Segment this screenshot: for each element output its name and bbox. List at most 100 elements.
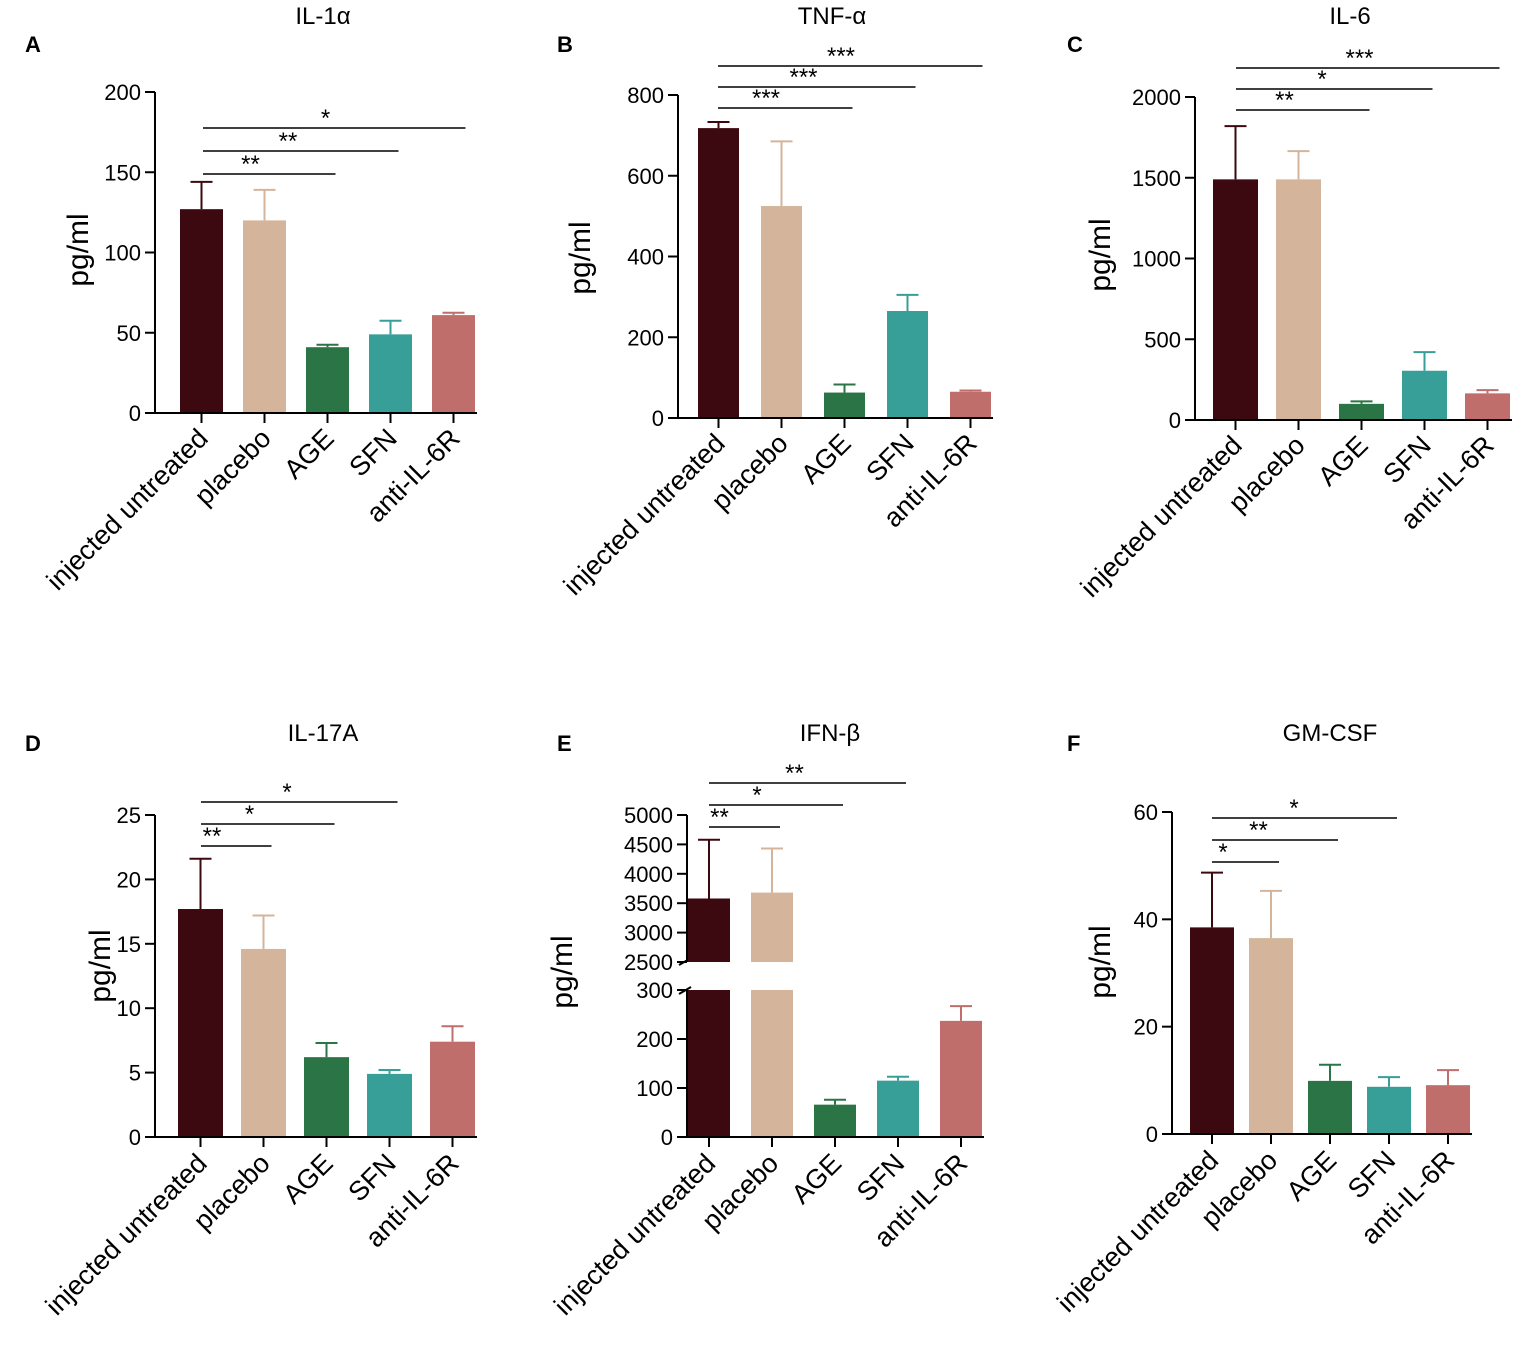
y-tick-label: 150 — [104, 160, 141, 185]
x-tick-label: injected untreated — [1051, 1145, 1224, 1318]
bar-anti-il-6r — [1465, 393, 1510, 420]
bar-injected-untreated — [698, 128, 739, 419]
chart-title: IL-17A — [288, 720, 359, 747]
significance-brackets: ****** — [1236, 45, 1500, 114]
panel-letter: E — [557, 731, 572, 756]
y-axis-label: pg/ml — [84, 929, 117, 1002]
bar-placebo — [1249, 938, 1293, 1134]
bar-placebo-lower — [751, 990, 793, 1137]
y-tick-label: 3500 — [624, 891, 673, 916]
bar-age — [1339, 403, 1384, 420]
y-tick-label: 1500 — [1132, 166, 1181, 191]
y-tick-label: 400 — [627, 245, 664, 270]
y-tick-label: 800 — [627, 83, 664, 108]
y-axis: 0 200 400 600 800 — [627, 83, 679, 431]
chart-panel-c: C IL-6 pg/ml 0 500 1000 1500 2000 injected untre… — [1067, 3, 1512, 603]
bar-age — [306, 347, 349, 413]
y-tick-label: 40 — [1134, 907, 1158, 932]
x-tick-label: AGE — [277, 1148, 339, 1210]
y-tick-label: 100 — [104, 241, 141, 266]
x-tick-label: injected untreated — [558, 428, 731, 601]
significance-label: * — [1289, 795, 1298, 822]
y-tick-label: 60 — [1134, 800, 1158, 825]
significance-label: * — [1218, 839, 1227, 866]
y-tick-label: 0 — [129, 401, 141, 426]
y-tick-label: 0 — [129, 1125, 141, 1150]
chart-title: IL-6 — [1329, 3, 1370, 30]
y-tick-label: 300 — [636, 978, 673, 1003]
y-tick-label: 15 — [117, 932, 141, 957]
bar-age — [1308, 1080, 1352, 1134]
y-tick-label: 200 — [627, 325, 664, 350]
y-tick-label: 600 — [627, 164, 664, 189]
bar-age — [824, 392, 865, 418]
chart-title: GM-CSF — [1283, 720, 1378, 747]
x-tick-label: AGE — [1312, 430, 1374, 492]
chart-title: IFN-β — [800, 720, 860, 747]
y-tick-label: 200 — [104, 80, 141, 105]
panel-letter: A — [25, 32, 41, 57]
bar-injected-untreated-upper — [688, 898, 730, 962]
x-tick-label: injected untreated — [548, 1148, 721, 1321]
y-axis: 0 20 40 60 — [1134, 800, 1173, 1147]
y-axis-label: pg/ml — [62, 213, 95, 286]
bar-age — [304, 1057, 349, 1137]
panel-letter: D — [25, 731, 41, 756]
y-tick-label: 0 — [1169, 408, 1181, 433]
x-tick-label: injected untreated — [1075, 430, 1248, 603]
bar-sfn — [887, 311, 928, 418]
chart-panel-d: D IL-17A pg/ml 0 5 10 15 20 25 injected untreated… — [25, 720, 477, 1321]
bar-age — [814, 1104, 856, 1137]
bar-anti-il-6r — [950, 391, 991, 418]
x-tick-label: AGE — [1281, 1145, 1343, 1207]
bar-placebo — [241, 948, 286, 1137]
significance-label: ** — [785, 760, 804, 787]
x-tick-label: AGE — [278, 423, 340, 485]
y-axis-label: pg/ml — [1084, 218, 1117, 291]
bar-injected-untreated-lower — [688, 990, 730, 1137]
y-tick-label: 0 — [661, 1125, 673, 1150]
y-axis-label: pg/ml — [546, 935, 579, 1008]
bar-injected-untreated — [178, 909, 223, 1137]
significance-label: *** — [789, 64, 817, 91]
significance-label: ** — [1249, 817, 1268, 844]
significance-label: * — [282, 779, 291, 806]
significance-label: *** — [827, 43, 855, 70]
bar-injected-untreated — [1190, 927, 1234, 1134]
y-tick-label: 0 — [1146, 1122, 1158, 1147]
significance-label: ** — [279, 128, 298, 155]
y-axis-label: pg/ml — [1084, 925, 1117, 998]
x-tick-label: AGE — [786, 1148, 848, 1210]
y-tick-label: 20 — [117, 867, 141, 892]
y-tick-label: 0 — [652, 406, 664, 431]
bar-sfn — [877, 1080, 919, 1137]
significance-brackets: *** *** *** — [718, 43, 983, 112]
significance-label: ** — [1275, 87, 1294, 114]
significance-brackets: **** — [1212, 795, 1397, 866]
y-tick-label: 25 — [117, 803, 141, 828]
y-axis: 0 5 10 15 20 25 — [117, 803, 156, 1150]
panel-letter: C — [1067, 32, 1083, 57]
y-tick-label: 1000 — [1132, 247, 1181, 272]
bar-sfn — [1402, 370, 1447, 420]
y-tick-label: 100 — [636, 1076, 673, 1101]
bar-sfn — [369, 334, 412, 413]
y-tick-label: 5000 — [624, 803, 673, 828]
significance-label: *** — [1345, 45, 1373, 72]
chart-title: TNF-α — [798, 3, 867, 30]
significance-brackets: **** — [201, 779, 398, 850]
chart-panel-b: B TNF-α pg/ml 0 200 400 600 800 injected untreat… — [557, 3, 993, 601]
y-tick-label: 50 — [117, 321, 141, 346]
bar-placebo — [761, 206, 802, 418]
significance-label: ** — [203, 823, 222, 850]
y-tick-label: 200 — [636, 1027, 673, 1052]
chart-panel-e: E IFN-β pg/ml 0 100 200 300 2500 3000 3500 4000 450… — [546, 720, 984, 1321]
y-tick-label: 4500 — [624, 832, 673, 857]
bar-anti-il-6r — [430, 1041, 475, 1137]
